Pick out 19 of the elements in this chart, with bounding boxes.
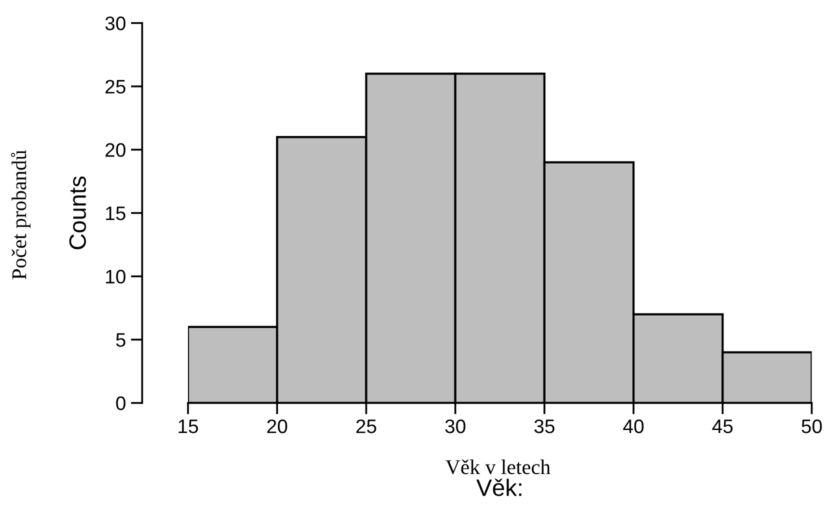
y-tick-label: 25 [106,80,126,94]
x-tick-label: 35 [534,419,554,434]
x-tick-label: 25 [356,419,376,434]
x-tick-label: 20 [267,419,288,434]
x-tick-label: 45 [712,420,733,434]
x-tick-label: 50 [802,419,822,434]
y-tick-label: 20 [106,143,126,157]
y-tick-label: 30 [105,16,126,30]
y-tick-label: 0 [116,396,126,410]
x-tick-label: 40 [623,419,644,434]
text: Věk v letech [446,459,550,474]
y-tick-label: 5 [116,333,126,347]
text: Počet probandů [10,150,31,280]
y-axis-title: Counts [69,176,86,250]
x-tick-label: 30 [445,419,466,434]
y-tick-label: 15 [106,206,126,220]
y-tick-label: 10 [106,270,126,284]
x-tick-label: 15 [178,420,198,434]
x-axis-title: Věk: [476,478,522,496]
